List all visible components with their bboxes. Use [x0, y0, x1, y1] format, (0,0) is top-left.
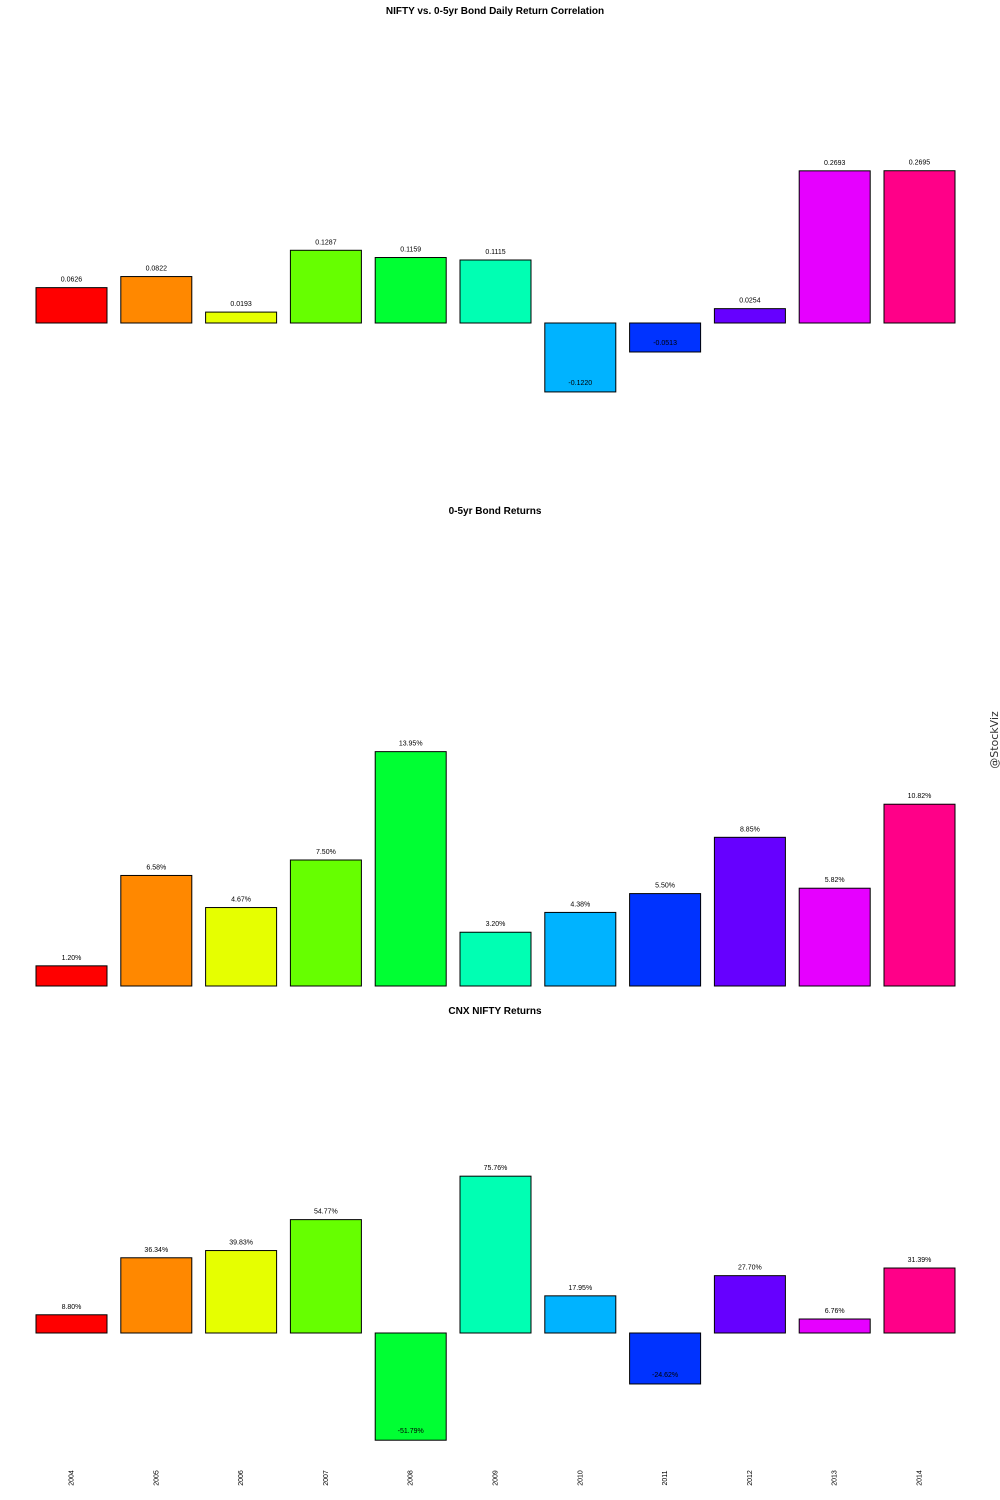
bar-correlation-2008 [374, 257, 447, 324]
bar-bond-returns-2005 [120, 874, 193, 987]
bars-nifty-returns: 8.80% 36.34% 39.83% 54.77% -51.79% 75.76% 17.9… [35, 1165, 956, 1441]
x-tick-label-2006: 2006 [238, 1470, 245, 1486]
data-label-bond-returns-2014: 10.82% [908, 793, 932, 800]
bar-correlation-2012 [713, 308, 786, 324]
bar-nifty-returns-2006 [205, 1250, 278, 1334]
bar-correlation-2010 [544, 322, 617, 393]
bar-bond-returns-2008 [374, 751, 447, 987]
x-tick-label-2013: 2013 [832, 1470, 839, 1486]
data-label-nifty-returns-2004: 8.80% [62, 1304, 82, 1311]
bars-correlation: 0.0626 0.0822 0.0193 0.1287 0.1159 0.1115 -0.1… [35, 160, 956, 393]
data-label-nifty-returns-2005: 36.34% [144, 1247, 168, 1254]
data-label-correlation-2014: 0.2695 [909, 160, 931, 167]
data-label-bond-returns-2004: 1.20% [62, 955, 82, 962]
data-label-correlation-2007: 0.1287 [315, 239, 337, 246]
data-label-correlation-2009: 0.1115 [485, 249, 505, 256]
bars-bond-returns: 1.20% 6.58% 4.67% 7.50% 13.95% 3.20% 4.38% 5.50… [35, 741, 956, 987]
panel-nifty-returns: CNX NIFTY Returns 8.80% 36.34% 39.83% 54.77… [35, 1006, 956, 1441]
x-tick-label-2005: 2005 [153, 1470, 160, 1486]
bar-bond-returns-2011 [629, 893, 702, 987]
data-label-correlation-2010: -0.1220 [568, 380, 592, 387]
x-tick-label-2011: 2011 [662, 1470, 669, 1485]
bar-correlation-2007 [289, 249, 362, 324]
data-label-nifty-returns-2006: 39.83% [229, 1240, 253, 1247]
bar-nifty-returns-2012 [713, 1275, 786, 1334]
x-axis-year-labels: 2004 2005 2006 2007 2008 2009 2010 2011 2012 2013… [69, 1470, 924, 1486]
x-tick-label-2008: 2008 [408, 1470, 415, 1486]
data-label-bond-returns-2008: 13.95% [399, 741, 423, 748]
bar-correlation-2013 [798, 170, 871, 324]
bar-nifty-returns-2010 [544, 1295, 617, 1334]
data-label-bond-returns-2006: 4.67% [231, 897, 251, 904]
data-label-correlation-2011: -0.0513 [653, 340, 677, 347]
x-tick-label-2012: 2012 [747, 1470, 754, 1486]
data-label-nifty-returns-2014: 31.39% [908, 1257, 932, 1264]
bar-nifty-returns-2014 [883, 1267, 956, 1334]
bar-nifty-returns-2008 [374, 1332, 447, 1441]
panel-bond-returns: 0-5yr Bond Returns 1.20%6.58%4.67%7.50%1… [35, 506, 956, 987]
bar-correlation-2005 [120, 276, 193, 324]
data-label-correlation-2005: 0.0822 [146, 266, 168, 273]
data-label-bond-returns-2010: 4.38% [570, 901, 590, 908]
bar-nifty-returns-2013 [798, 1318, 871, 1334]
bar-nifty-returns-2009 [459, 1175, 532, 1334]
data-label-nifty-returns-2007: 54.77% [314, 1209, 338, 1216]
bar-bond-returns-2014 [883, 803, 956, 987]
bar-correlation-2006 [205, 311, 278, 324]
panel-correlation: NIFTY vs. 0-5yr Bond Daily Return Correl… [35, 6, 956, 393]
data-label-nifty-returns-2009: 75.76% [484, 1165, 508, 1172]
data-label-bond-returns-2007: 7.50% [316, 849, 336, 856]
bar-correlation-2009 [459, 259, 532, 324]
watermark: @StockViz [988, 711, 1000, 769]
x-tick-label-2009: 2009 [493, 1470, 500, 1486]
bar-bond-returns-2004 [35, 965, 108, 987]
data-label-bond-returns-2013: 5.82% [825, 877, 845, 884]
data-label-correlation-2006: 0.0193 [230, 301, 252, 308]
bar-correlation-2014 [883, 170, 956, 324]
chart-title-nifty-returns: CNX NIFTY Returns [448, 1006, 542, 1017]
bar-bond-returns-2006 [205, 907, 278, 987]
x-tick-label-2010: 2010 [577, 1470, 584, 1486]
bar-bond-returns-2009 [459, 931, 532, 987]
data-label-nifty-returns-2012: 27.70% [738, 1265, 762, 1272]
chart-title-bond-returns: 0-5yr Bond Returns [449, 506, 542, 517]
data-label-bond-returns-2011: 5.50% [655, 883, 675, 890]
data-label-nifty-returns-2013: 6.76% [825, 1308, 845, 1315]
bar-bond-returns-2007 [289, 859, 362, 987]
data-label-correlation-2008: 0.1159 [400, 247, 421, 254]
bar-bond-returns-2013 [798, 887, 871, 987]
bar-bond-returns-2010 [544, 911, 617, 987]
bar-nifty-returns-2011 [629, 1332, 702, 1385]
bar-nifty-returns-2005 [120, 1257, 193, 1334]
bar-nifty-returns-2007 [289, 1219, 362, 1334]
data-label-bond-returns-2005: 6.58% [146, 864, 166, 871]
chart-title-correlation: NIFTY vs. 0-5yr Bond Daily Return Correl… [386, 6, 604, 17]
data-label-correlation-2012: 0.0254 [739, 298, 761, 305]
bar-correlation-2004 [35, 287, 108, 324]
data-label-nifty-returns-2008: -51.79% [398, 1428, 424, 1435]
bar-bond-returns-2012 [713, 836, 786, 987]
x-tick-label-2007: 2007 [323, 1470, 330, 1486]
bar-nifty-returns-2004 [35, 1314, 108, 1334]
data-label-correlation-2013: 0.2693 [824, 160, 846, 167]
data-label-bond-returns-2012: 8.85% [740, 826, 760, 833]
x-tick-label-2014: 2014 [917, 1470, 924, 1486]
data-label-nifty-returns-2011: -24.62% [652, 1372, 678, 1379]
data-label-bond-returns-2009: 3.20% [486, 921, 506, 928]
data-label-correlation-2004: 0.0626 [61, 277, 83, 284]
data-label-nifty-returns-2010: 17.95% [568, 1285, 592, 1292]
x-tick-label-2004: 2004 [69, 1470, 76, 1486]
bar-correlation-2011 [629, 322, 702, 353]
